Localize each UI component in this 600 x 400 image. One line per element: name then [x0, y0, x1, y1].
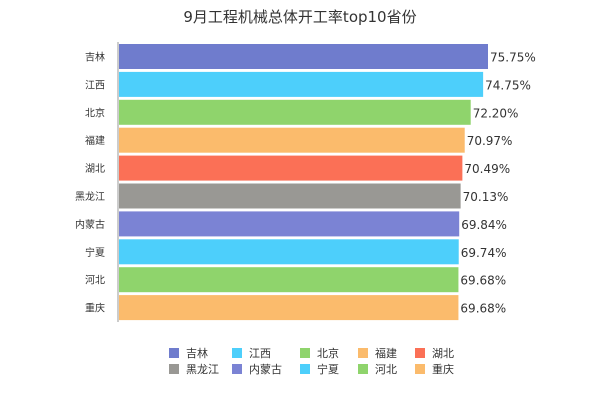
- category-label-9: 重庆: [85, 302, 105, 315]
- bar-0: [119, 44, 488, 69]
- legend-label-4: 湖北: [432, 347, 454, 360]
- legend-swatch-9: [415, 364, 425, 374]
- legend-swatch-4: [415, 348, 425, 358]
- legend-label-8: 河北: [375, 363, 397, 376]
- value-label-1: 74.75%: [485, 78, 531, 92]
- bar-8: [119, 267, 459, 293]
- legend-swatch-5: [169, 364, 179, 374]
- legend-label-6: 内蒙古: [249, 362, 282, 376]
- bar-6: [119, 211, 460, 237]
- category-label-7: 宁夏: [85, 246, 105, 259]
- category-label-0: 吉林: [85, 51, 105, 64]
- bars: 吉林 75.75% 江西 74.75% 北京 72.20% 福建 70.97% 湖北 70.49%…: [75, 44, 536, 321]
- value-label-7: 69.74%: [461, 246, 507, 260]
- bar-5: [119, 183, 461, 209]
- legend-swatch-7: [300, 364, 310, 374]
- bar-3: [119, 127, 465, 153]
- category-label-5: 黑龙江: [75, 190, 105, 203]
- value-label-9: 69.68%: [460, 302, 506, 316]
- value-label-4: 70.49%: [464, 162, 510, 176]
- legend-swatch-1: [232, 348, 242, 358]
- category-label-6: 内蒙古: [75, 218, 105, 231]
- legend-label-7: 宁夏: [317, 362, 339, 376]
- bar-1: [119, 71, 484, 97]
- chart-title: 9月工程机械总体开工率top10省份: [183, 8, 416, 26]
- legend-swatch-8: [358, 364, 368, 374]
- category-label-4: 湖北: [85, 163, 105, 175]
- legend-label-2: 北京: [317, 346, 339, 360]
- category-label-1: 江西: [85, 79, 105, 91]
- legend-swatch-3: [358, 348, 368, 358]
- bar-9: [119, 295, 459, 321]
- value-label-3: 70.97%: [467, 134, 513, 148]
- category-label-8: 河北: [85, 275, 105, 287]
- category-label-2: 北京: [85, 106, 105, 119]
- legend-label-5: 黑龙江: [186, 363, 219, 376]
- bar-7: [119, 239, 459, 265]
- value-label-8: 69.68%: [460, 274, 506, 288]
- legend-swatch-6: [232, 364, 242, 374]
- bar-2: [119, 99, 471, 125]
- value-label-0: 75.75%: [490, 51, 536, 65]
- bar-4: [119, 155, 463, 181]
- value-label-2: 72.20%: [473, 106, 519, 120]
- value-label-6: 69.84%: [461, 218, 507, 232]
- value-label-5: 70.13%: [463, 190, 509, 204]
- legend-swatch-0: [169, 348, 179, 358]
- legend-label-9: 重庆: [432, 362, 454, 376]
- legend-swatch-2: [300, 348, 310, 358]
- legend-label-0: 吉林: [186, 346, 208, 360]
- legend-label-3: 福建: [375, 346, 397, 360]
- legend-label-1: 江西: [249, 347, 271, 360]
- category-label-3: 福建: [85, 134, 105, 147]
